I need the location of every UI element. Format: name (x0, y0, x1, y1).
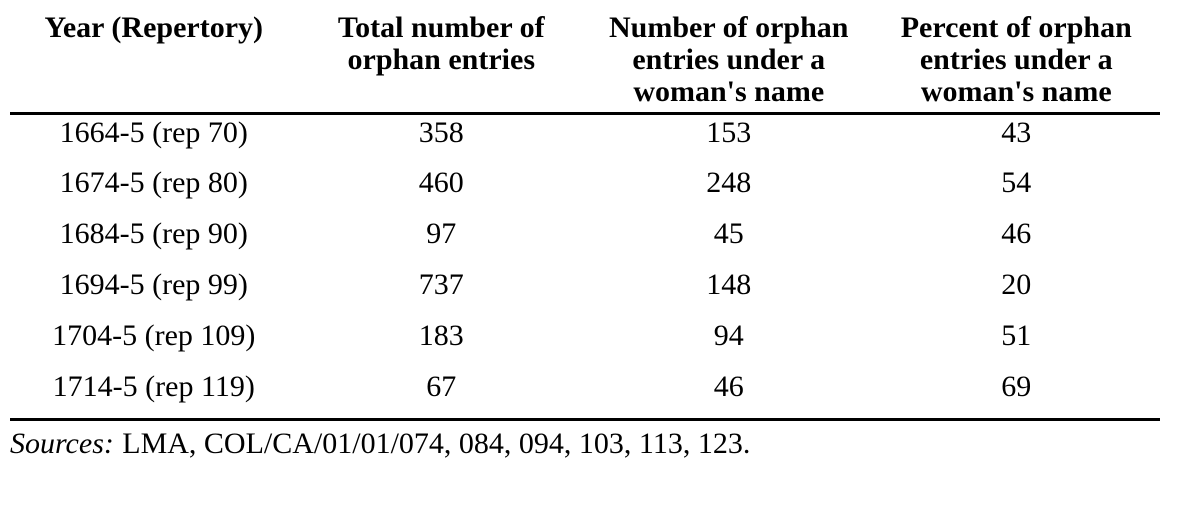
cell-women: 148 (706, 267, 752, 301)
column-header-total-orphan-entries: Total number of orphan entries (297, 0, 585, 115)
column-header-year: Year (Repertory) (10, 0, 298, 115)
cell-year: 1684-5 (rep 90) (59, 216, 248, 250)
table-header: Year (Repertory) Total number of orphan … (10, 0, 1160, 115)
cell-women: 45 (713, 216, 744, 250)
cell-year: 1694-5 (rep 99) (59, 267, 248, 301)
header-row: Year (Repertory) Total number of orphan … (10, 0, 1160, 115)
table-row: 1674-5 (rep 80) 460 248 54 (10, 165, 1160, 216)
cell-percent: 69 (1001, 369, 1032, 403)
table-row: 1714-5 (rep 119) 67 46 69 (10, 369, 1160, 420)
sources-label: Sources: (10, 427, 114, 460)
table-body: 1664-5 (rep 70) 358 153 43 1674-5 (rep 8… (10, 114, 1160, 420)
table-row: 1664-5 (rep 70) 358 153 43 (10, 114, 1160, 165)
cell-year: 1704-5 (rep 109) (52, 318, 256, 352)
cell-total: 97 (426, 216, 457, 250)
cell-year: 1714-5 (rep 119) (52, 369, 255, 403)
cell-total: 460 (418, 165, 464, 199)
cell-women: 46 (713, 369, 744, 403)
cell-year: 1664-5 (rep 70) (59, 116, 248, 149)
column-header-percent-womans-name: Percent of orphan entries under a woman'… (872, 0, 1160, 115)
cell-year: 1674-5 (rep 80) (59, 165, 248, 199)
cell-total: 67 (426, 369, 457, 403)
sources-text: LMA, COL/CA/01/01/074, 084, 094, 103, 11… (122, 427, 751, 460)
cell-women: 153 (706, 116, 752, 149)
cell-percent: 54 (1001, 165, 1032, 199)
cell-total: 358 (418, 116, 464, 149)
cell-total: 183 (418, 318, 464, 352)
cell-total: 737 (418, 267, 464, 301)
cell-percent: 20 (1001, 267, 1032, 301)
orphan-entries-table: Year (Repertory) Total number of orphan … (10, 0, 1160, 421)
column-header-entries-womans-name: Number of orphan entries under a woman's… (585, 0, 873, 115)
cell-women: 248 (706, 165, 752, 199)
cell-percent: 46 (1001, 216, 1032, 250)
table-row: 1694-5 (rep 99) 737 148 20 (10, 267, 1160, 318)
cell-percent: 51 (1001, 318, 1032, 352)
cell-percent: 43 (1001, 116, 1032, 149)
orphan-entries-table-wrap: Year (Repertory) Total number of orphan … (10, 0, 1160, 461)
cell-women: 94 (713, 318, 744, 352)
table-row: 1704-5 (rep 109) 183 94 51 (10, 318, 1160, 369)
table-row: 1684-5 (rep 90) 97 45 46 (10, 216, 1160, 267)
sources-note: Sources: LMA, COL/CA/01/01/074, 084, 094,… (10, 427, 1160, 461)
